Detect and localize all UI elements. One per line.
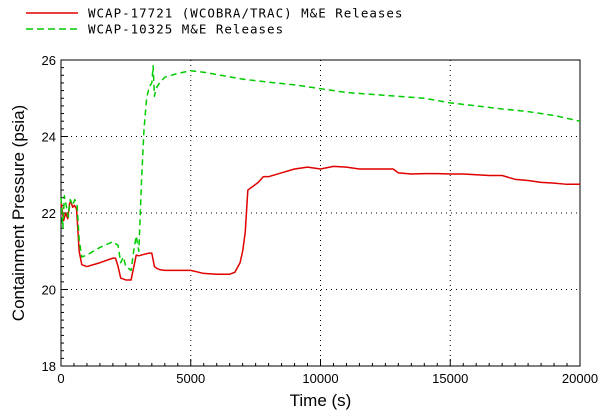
- axis-ticks: [60, 59, 581, 367]
- legend-label-wcap-17721: WCAP-17721 (WCOBRA/TRAC) M&E Releases: [88, 6, 403, 21]
- x-tick-label: 10000: [302, 371, 338, 386]
- y-tick-label: 26: [42, 53, 56, 68]
- y-tick-label: 24: [42, 130, 56, 145]
- x-tick-label: 5000: [176, 371, 205, 386]
- x-axis-title: Time (s): [290, 391, 352, 410]
- y-tick-label: 20: [42, 283, 56, 298]
- y-axis-title: Containment Pressure (psia): [9, 105, 28, 321]
- legend-label-wcap-10325: WCAP-10325 M&E Releases: [88, 22, 284, 37]
- y-tick-label: 22: [42, 206, 56, 221]
- x-tick-label: 0: [57, 371, 64, 386]
- series-line-wcap-17721: [60, 165, 580, 281]
- y-tick-label: 18: [42, 359, 56, 374]
- x-tick-label: 20000: [562, 371, 598, 386]
- series-lines: [60, 64, 581, 281]
- series-line-wcap-10325: [60, 64, 581, 272]
- grid: [61, 60, 580, 366]
- legend: WCAP-17721 (WCOBRA/TRAC) M&E Releases WC…: [26, 6, 403, 37]
- x-tick-label: 15000: [432, 371, 468, 386]
- axis-tick-labels: 0 5000 10000 15000 20000 18 20 22 24 26: [42, 53, 599, 386]
